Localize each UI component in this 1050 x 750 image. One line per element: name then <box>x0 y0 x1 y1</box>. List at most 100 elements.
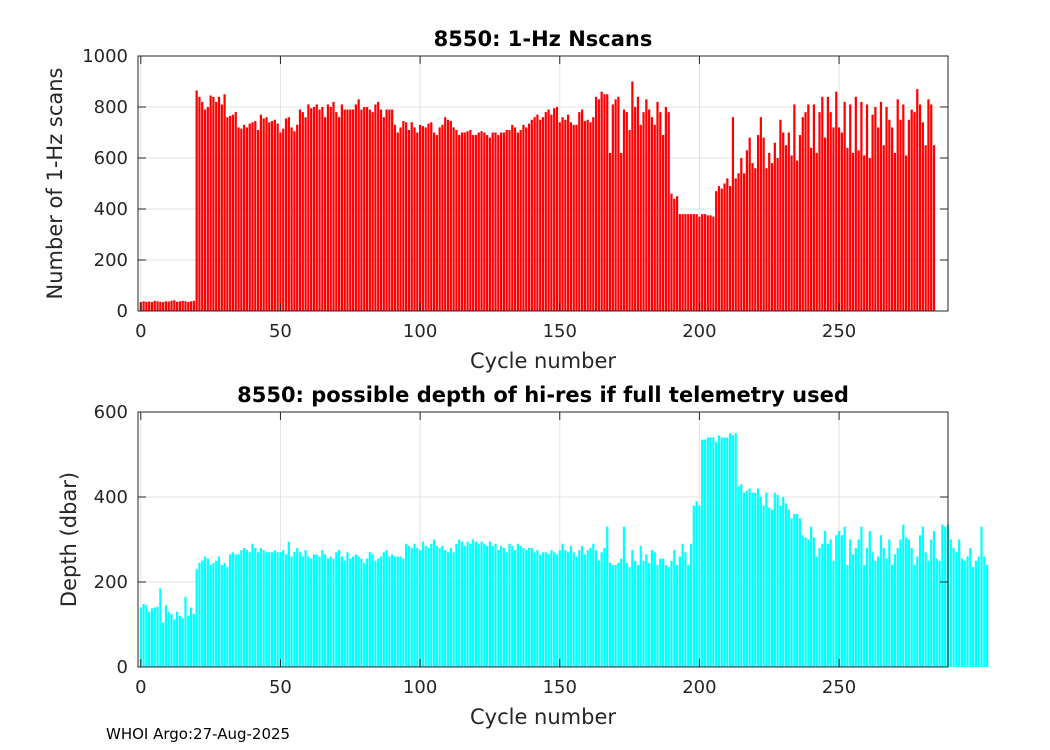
nscans-bar <box>698 216 701 311</box>
nscans-bar <box>321 107 324 311</box>
depth-bar <box>349 558 352 668</box>
nscans-y-tick-label: 400 <box>94 199 128 220</box>
nscans-bar <box>346 109 349 311</box>
nscans-bar <box>340 104 344 311</box>
depth-bar <box>907 539 911 667</box>
depth-bar <box>399 556 402 667</box>
nscans-bar <box>832 127 835 312</box>
depth-bar <box>368 552 371 667</box>
nscans-bar <box>175 301 179 311</box>
depth-bar <box>823 531 827 667</box>
nscans-bar <box>181 300 184 311</box>
depth-bar <box>435 545 438 668</box>
depth-bar <box>620 558 623 668</box>
depth-bar <box>773 492 776 667</box>
nscans-bar <box>290 127 293 312</box>
nscans-bar <box>173 300 176 311</box>
depth-bar <box>888 539 891 667</box>
depth-bar <box>243 548 246 667</box>
depth-bar <box>977 556 980 667</box>
nscans-bar <box>689 214 693 311</box>
depth-bar <box>882 548 885 667</box>
depth-bar <box>541 552 545 667</box>
nscans-bar <box>871 114 874 312</box>
depth-bar <box>413 543 416 667</box>
depth-bar <box>625 562 628 668</box>
depth-bar <box>695 501 698 667</box>
nscans-bar <box>527 123 531 311</box>
depth-x-tick-label: 50 <box>269 677 292 698</box>
nscans-bar <box>248 123 251 311</box>
nscans-bar <box>315 104 318 311</box>
nscans-bar <box>229 115 232 311</box>
depth-bar <box>382 552 385 667</box>
nscans-bar <box>150 302 154 311</box>
nscans-bar <box>675 196 679 311</box>
nscans-bar <box>337 117 341 311</box>
depth-bar <box>631 550 634 668</box>
depth-bar <box>405 543 408 667</box>
nscans-bar <box>354 104 357 311</box>
depth-bar <box>751 492 754 667</box>
depth-bar <box>256 552 260 667</box>
nscans-bar <box>726 178 729 311</box>
depth-bar <box>891 565 894 667</box>
depth-bar <box>594 550 598 668</box>
nscans-bar <box>203 109 207 311</box>
depth-bar <box>790 518 793 667</box>
depth-bar <box>840 535 843 667</box>
nscans-bar <box>885 107 888 311</box>
nscans-bar <box>273 119 276 311</box>
nscans-bar <box>310 108 313 312</box>
nscans-bar <box>472 135 475 311</box>
nscans-bar <box>823 137 827 311</box>
depth-bar <box>742 492 746 667</box>
nscans-bar <box>399 127 402 312</box>
depth-bar <box>379 556 383 667</box>
nscans-bar <box>209 95 212 311</box>
nscans-bar <box>625 112 628 311</box>
depth-bar <box>371 554 374 668</box>
nscans-bar <box>206 107 209 311</box>
depth-bar <box>519 545 522 668</box>
nscans-bar <box>449 121 452 311</box>
nscans-bar <box>145 301 148 311</box>
depth-bar <box>578 550 581 668</box>
depth-x-tick-label: 0 <box>135 677 146 698</box>
depth-bar <box>407 545 411 668</box>
nscans-bar <box>829 112 832 311</box>
nscans-bar <box>251 122 254 311</box>
nscans-bar <box>717 186 721 311</box>
nscans-bar <box>201 101 204 312</box>
depth-bar <box>262 550 265 668</box>
nscans-bar <box>215 101 218 312</box>
depth-bar <box>569 545 573 668</box>
nscans-bar <box>868 158 871 311</box>
depth-bar <box>924 552 927 667</box>
depth-bar <box>902 524 905 668</box>
depth-bar <box>279 552 282 667</box>
depth-bar <box>530 548 533 667</box>
depth-x-tick-label: 250 <box>822 677 856 698</box>
depth-bar <box>189 607 193 667</box>
depth-bar <box>234 554 237 668</box>
depth-bar <box>681 543 684 667</box>
nscans-bar <box>695 214 698 311</box>
depth-bar <box>533 552 536 667</box>
nscans-bar <box>162 302 165 311</box>
nscans-bar <box>659 112 662 311</box>
nscans-bar <box>452 127 455 312</box>
depth-bar <box>879 535 883 667</box>
nscans-bar <box>402 121 405 311</box>
depth-bar <box>318 556 321 667</box>
depth-bar <box>963 560 966 667</box>
depth-bar <box>910 548 913 667</box>
depth-bar <box>754 492 757 667</box>
depth-bar <box>326 558 330 668</box>
depth-bar <box>432 539 436 667</box>
nscans-bar <box>865 104 869 311</box>
depth-bar <box>815 556 818 667</box>
nscans-bar <box>575 124 578 311</box>
depth-bar <box>952 548 955 667</box>
nscans-bar <box>555 107 559 311</box>
